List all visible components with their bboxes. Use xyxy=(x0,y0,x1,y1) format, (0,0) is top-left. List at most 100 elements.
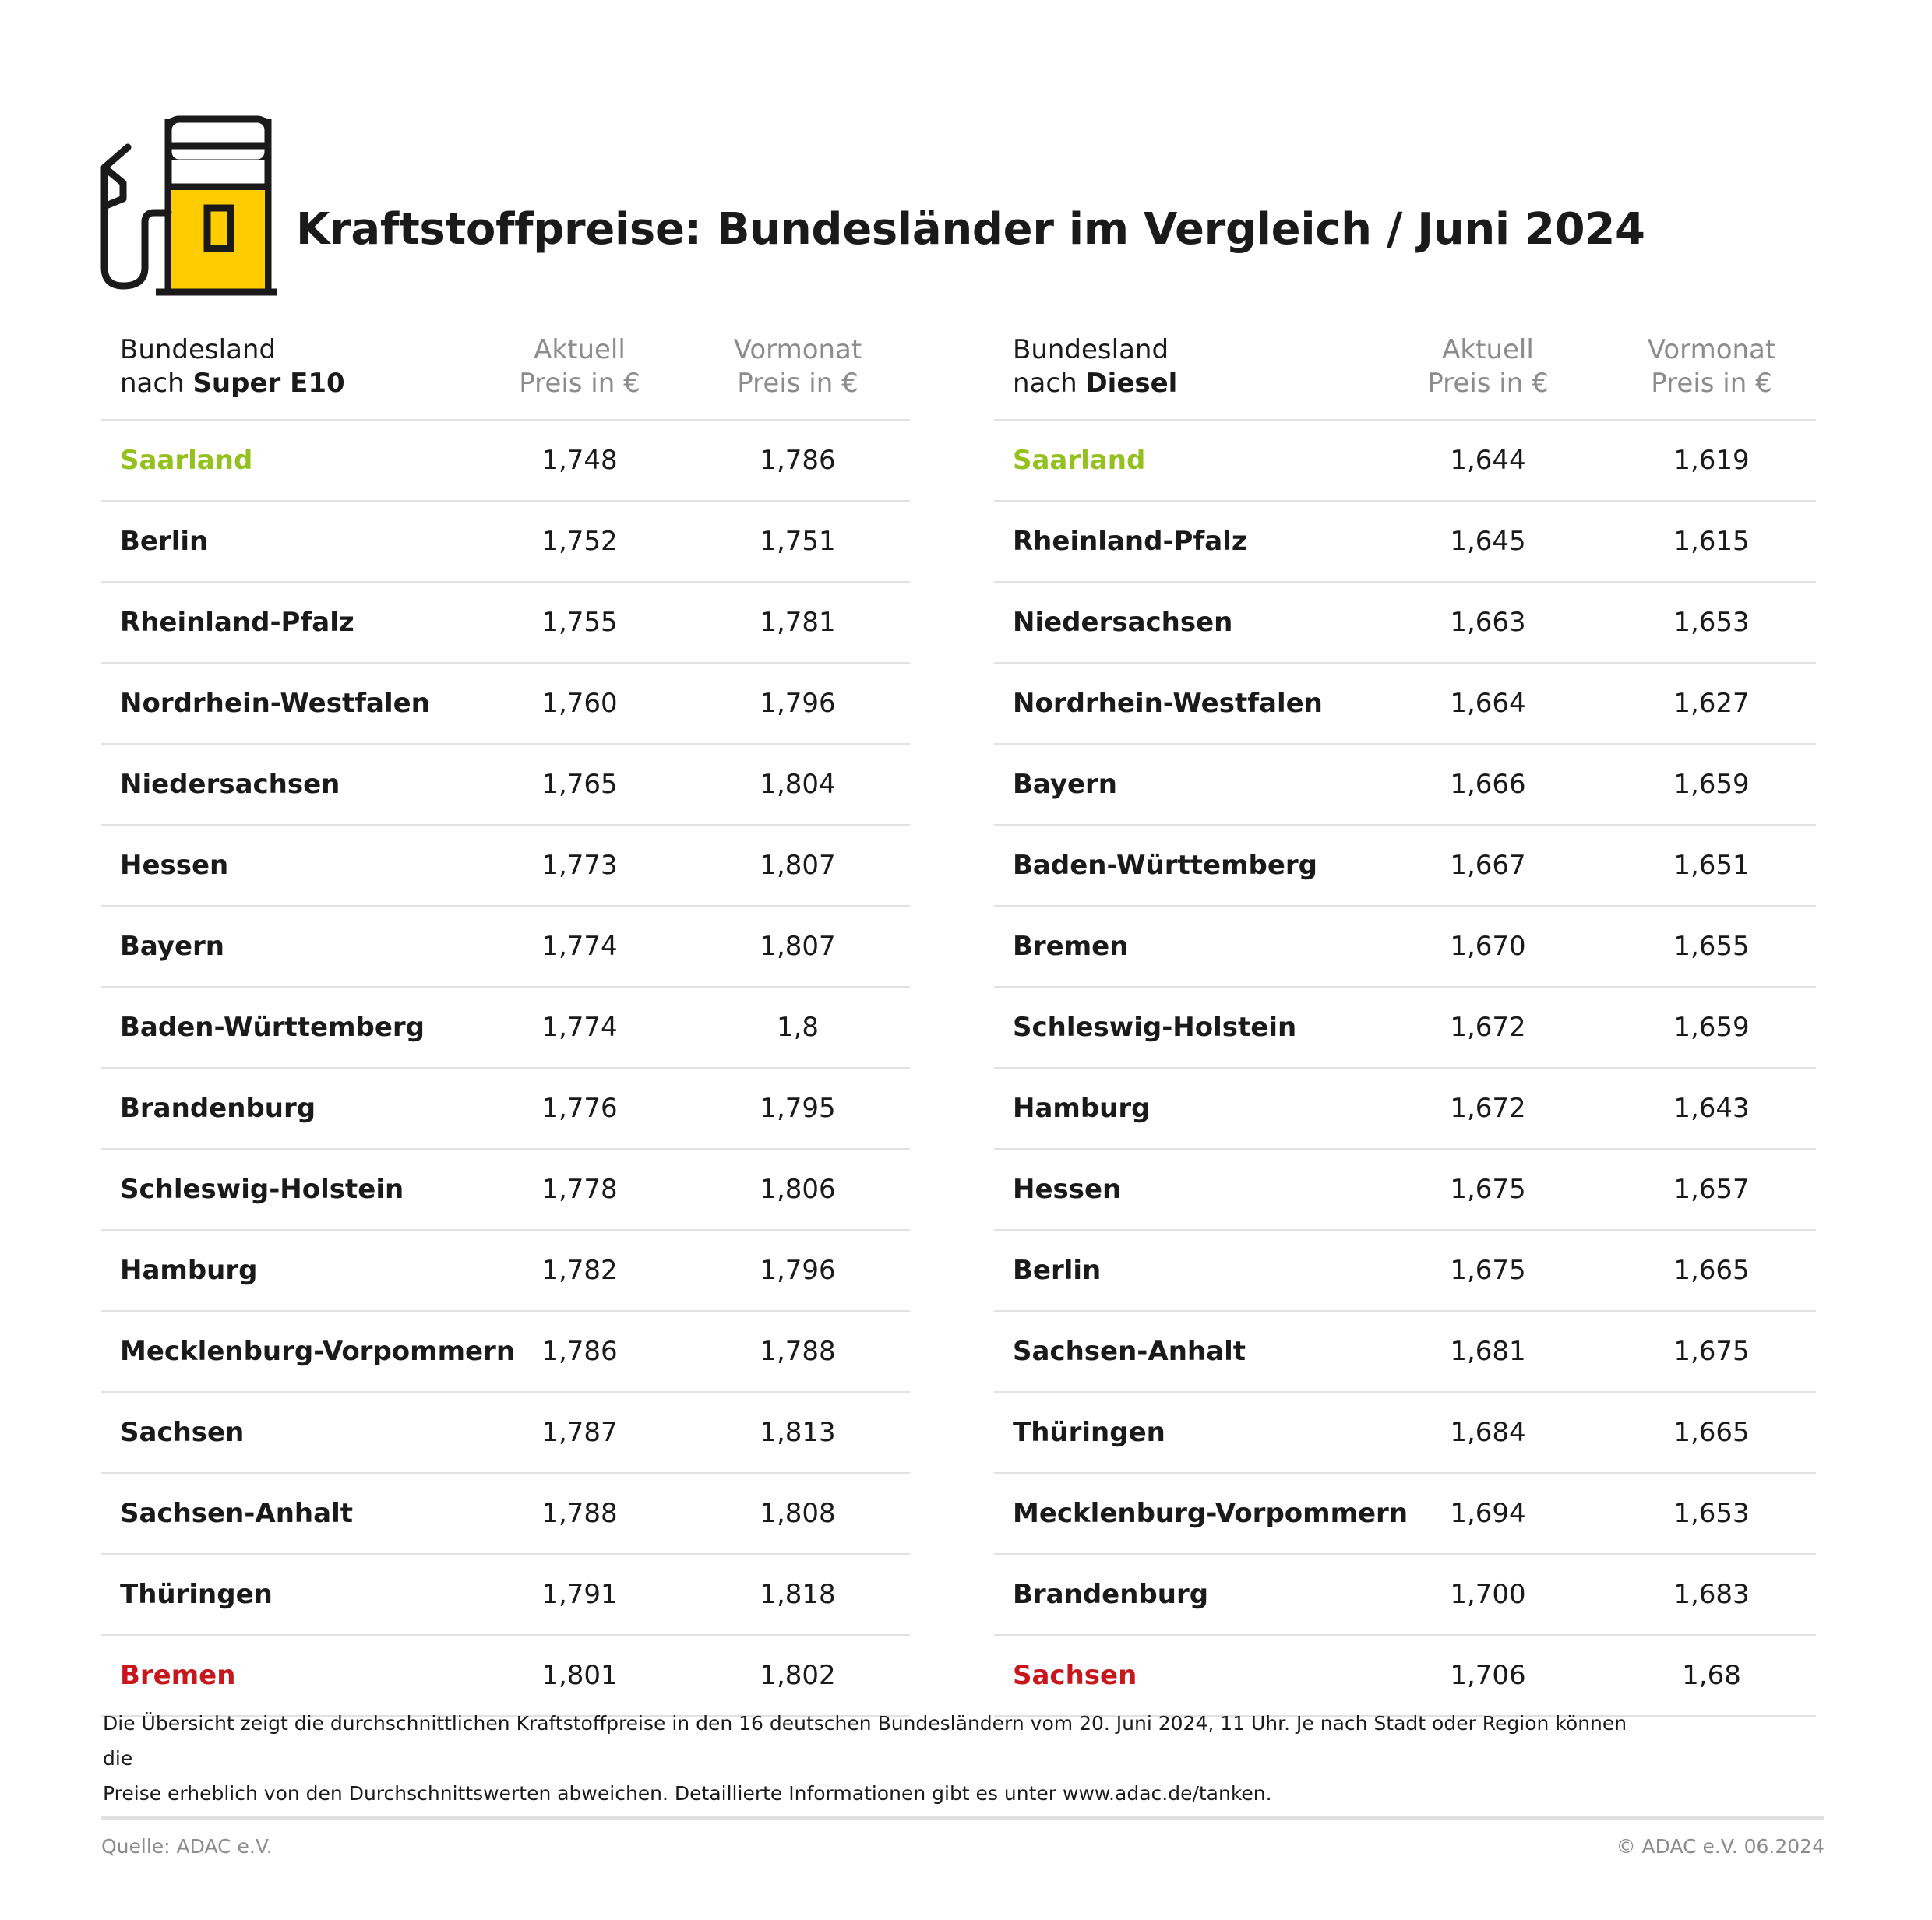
state-name: Schleswig-Holstein xyxy=(1013,1012,1297,1043)
table-row: Bremen 1,670 1,655 xyxy=(994,907,1816,988)
table-row: Brandenburg 1,700 1,683 xyxy=(994,1555,1816,1636)
previous-month-price: 1,807 xyxy=(760,931,836,962)
current-price: 1,681 xyxy=(1450,1336,1526,1367)
current-price: 1,755 xyxy=(541,607,618,638)
source-label: Quelle: ADAC e.V. xyxy=(101,1835,273,1858)
state-name: Saarland xyxy=(120,445,253,476)
previous-month-price: 1,615 xyxy=(1673,526,1750,557)
previous-month-price: 1,643 xyxy=(1673,1093,1750,1124)
current-price: 1,791 xyxy=(541,1579,618,1610)
previous-month-price: 1,683 xyxy=(1673,1579,1750,1610)
footnote: Die Übersicht zeigt die durchschnittlich… xyxy=(103,1706,1661,1811)
previous-month-price: 1,619 xyxy=(1673,445,1750,476)
table-row: Sachsen-Anhalt 1,681 1,675 xyxy=(994,1312,1816,1393)
table-row: Thüringen 1,684 1,665 xyxy=(994,1393,1816,1474)
previous-month-price: 1,806 xyxy=(760,1174,836,1205)
table-row: Thüringen 1,791 1,818 xyxy=(101,1555,910,1636)
state-name: Hessen xyxy=(1013,1174,1122,1205)
previous-month-price: 1,796 xyxy=(760,688,836,719)
table-row: Bayern 1,666 1,659 xyxy=(994,745,1816,826)
state-name: Brandenburg xyxy=(1013,1579,1209,1610)
previous-month-price: 1,813 xyxy=(760,1417,836,1448)
state-name: Thüringen xyxy=(1013,1417,1165,1448)
diesel-table-body: Saarland 1,644 1,619 Rheinland-Pfalz 1,645 1,… xyxy=(994,421,1816,1717)
current-price: 1,778 xyxy=(541,1174,618,1205)
current-price: 1,776 xyxy=(541,1093,618,1124)
state-name: Mecklenburg-Vorpommern xyxy=(120,1336,516,1367)
table-row: Schleswig-Holstein 1,672 1,659 xyxy=(994,988,1816,1069)
current-price: 1,801 xyxy=(541,1660,618,1691)
state-name: Nordrhein-Westfalen xyxy=(1013,688,1323,719)
state-name: Sachsen-Anhalt xyxy=(1013,1336,1246,1367)
current-price: 1,748 xyxy=(541,445,618,476)
current-price: 1,675 xyxy=(1450,1174,1526,1205)
table-row: Hessen 1,773 1,807 xyxy=(101,826,910,907)
previous-month-price: 1,665 xyxy=(1673,1417,1750,1448)
previous-month-price: 1,655 xyxy=(1673,931,1750,962)
previous-month-price: 1,808 xyxy=(760,1498,836,1529)
previous-month-price: 1,788 xyxy=(760,1336,836,1367)
table-row: Bayern 1,774 1,807 xyxy=(101,907,910,988)
previous-month-price: 1,807 xyxy=(760,850,836,881)
table-row: Rheinland-Pfalz 1,645 1,615 xyxy=(994,502,1816,583)
state-name: Saarland xyxy=(1013,445,1146,476)
previous-month-price: 1,8 xyxy=(776,1012,820,1043)
diesel-current-column-header: Aktuell Preis in € xyxy=(1427,334,1549,399)
diesel-previous-column-header: Vormonat Preis in € xyxy=(1647,334,1776,399)
e10-current-column-header: Aktuell Preis in € xyxy=(519,334,640,399)
current-price: 1,667 xyxy=(1450,850,1526,881)
previous-month-price: 1,653 xyxy=(1673,1498,1750,1529)
current-price: 1,788 xyxy=(541,1498,618,1529)
state-name: Mecklenburg-Vorpommern xyxy=(1013,1498,1408,1529)
e10-price-table: Bundesland nach Super E10 Aktuell Preis … xyxy=(101,327,910,1717)
table-row: Mecklenburg-Vorpommern 1,786 1,788 xyxy=(101,1312,910,1393)
copyright-label: © ADAC e.V. 06.2024 xyxy=(1616,1835,1824,1858)
current-price: 1,670 xyxy=(1450,931,1526,962)
state-name: Baden-Württemberg xyxy=(1013,850,1318,881)
table-row: Sachsen 1,787 1,813 xyxy=(101,1393,910,1474)
current-price: 1,663 xyxy=(1450,607,1526,638)
footer-divider xyxy=(101,1816,1824,1820)
state-name: Bayern xyxy=(120,931,225,962)
current-price: 1,773 xyxy=(541,850,618,881)
state-name: Sachsen xyxy=(1013,1660,1137,1691)
previous-month-price: 1,653 xyxy=(1673,607,1750,638)
state-name: Schleswig-Holstein xyxy=(120,1174,404,1205)
previous-month-price: 1,665 xyxy=(1673,1255,1750,1286)
table-row: Niedersachsen 1,663 1,653 xyxy=(994,583,1816,664)
e10-table-header: Bundesland nach Super E10 Aktuell Preis … xyxy=(101,327,910,421)
state-name: Bayern xyxy=(1013,769,1118,800)
state-name: Rheinland-Pfalz xyxy=(120,607,354,638)
current-price: 1,675 xyxy=(1450,1255,1526,1286)
state-name: Hamburg xyxy=(120,1255,258,1286)
table-row: Mecklenburg-Vorpommern 1,694 1,653 xyxy=(994,1474,1816,1555)
page-title: Kraftstoffpreise: Bundesländer im Vergle… xyxy=(296,204,1645,255)
state-name: Niedersachsen xyxy=(1013,607,1233,638)
table-row: Schleswig-Holstein 1,778 1,806 xyxy=(101,1150,910,1231)
state-name: Berlin xyxy=(120,526,209,557)
current-price: 1,774 xyxy=(541,931,618,962)
state-name: Bremen xyxy=(1013,931,1129,962)
table-row: Bremen 1,801 1,802 xyxy=(101,1636,910,1717)
footnote-line: Preise erheblich von den Durchschnittswe… xyxy=(103,1782,1272,1805)
state-name: Niedersachsen xyxy=(120,769,340,800)
previous-month-price: 1,795 xyxy=(760,1093,836,1124)
previous-month-price: 1,675 xyxy=(1673,1336,1750,1367)
table-row: Nordrhein-Westfalen 1,664 1,627 xyxy=(994,664,1816,745)
table-row: Baden-Württemberg 1,667 1,651 xyxy=(994,826,1816,907)
table-row: Hessen 1,675 1,657 xyxy=(994,1150,1816,1231)
previous-month-price: 1,804 xyxy=(760,769,836,800)
current-price: 1,765 xyxy=(541,769,618,800)
fuel-pump-icon xyxy=(100,113,287,300)
previous-month-price: 1,657 xyxy=(1673,1174,1750,1205)
current-price: 1,706 xyxy=(1450,1660,1526,1691)
table-row: Saarland 1,748 1,786 xyxy=(101,421,910,502)
current-price: 1,694 xyxy=(1450,1498,1526,1529)
current-price: 1,786 xyxy=(541,1336,618,1367)
previous-month-price: 1,659 xyxy=(1673,769,1750,800)
previous-month-price: 1,786 xyxy=(760,445,836,476)
previous-month-price: 1,68 xyxy=(1682,1660,1741,1691)
previous-month-price: 1,659 xyxy=(1673,1012,1750,1043)
table-row: Rheinland-Pfalz 1,755 1,781 xyxy=(101,583,910,664)
previous-month-price: 1,796 xyxy=(760,1255,836,1286)
